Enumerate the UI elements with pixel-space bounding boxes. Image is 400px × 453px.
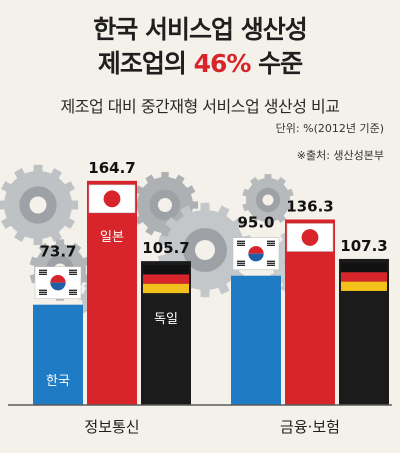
value-label: 107.3 [340,237,387,255]
bar-label: 일본 [100,230,124,245]
title-highlight: 46% [193,49,252,78]
germany-flag-icon [341,262,387,291]
bar-label: 한국 [46,374,70,389]
value-label: 95.0 [237,214,274,232]
korea-flag-icon [232,237,280,270]
title-line-1: 한국 서비스업 생산성 [93,15,307,44]
japan-flag-icon [88,184,136,214]
bar-일본-0 [87,180,137,405]
value-label: 105.7 [142,239,189,257]
title-prefix: 제조업의 [97,49,194,78]
title-suffix: 수준 [250,49,303,78]
category-label: 금융·보험 [280,418,340,436]
value-label: 164.7 [88,159,135,177]
bar-한국-0 [33,304,83,405]
bar-label: 독일 [154,312,178,327]
gear-icon [131,171,199,239]
category-label: 정보통신 [84,418,139,436]
unit-note: 단위: %(2012년 기준) [275,122,384,135]
source-note: ※출처: 생산성본부 [296,149,384,162]
gear-icon [0,164,79,246]
gear-icon [242,174,294,226]
value-label: 73.7 [39,243,76,261]
bar-한국-1 [231,275,281,405]
chart-subtitle: 제조업 대비 중간재형 서비스업 생산성 비교 [60,97,340,116]
korea-flag-icon [34,266,82,299]
germany-flag-icon [143,265,189,294]
value-label: 136.3 [286,197,333,215]
japan-flag-icon [286,223,334,252]
title-line-2: 제조업의 46% 수준 [0,44,400,80]
